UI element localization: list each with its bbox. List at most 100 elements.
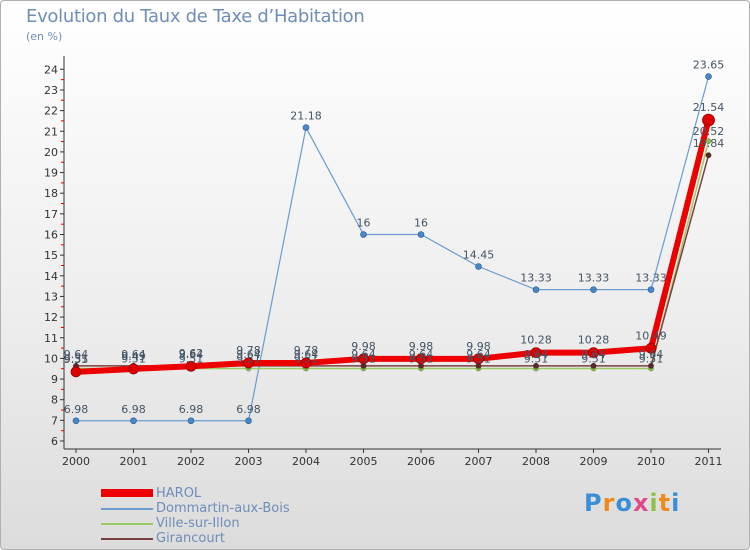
data-label-ville-sur-illon: 9.51 <box>294 353 319 366</box>
legend-label-harol: HAROL <box>156 486 202 501</box>
logo-letter: P <box>584 489 603 517</box>
y-tick-label: 23 <box>44 84 58 97</box>
legend-label-dommartin: Dommartin-aux-Bois <box>156 501 290 516</box>
legend-item-girancourt: Girancourt <box>101 531 361 546</box>
series-line-dommartin <box>76 76 710 422</box>
data-label-girancourt: 9.64 <box>581 348 606 361</box>
data-label-ville-sur-illon: 20.52 <box>693 125 725 138</box>
y-tick-label: 10 <box>44 352 58 365</box>
point-harol <box>473 353 484 365</box>
data-label-harol: 10.49 <box>635 329 667 342</box>
point-dommartin <box>302 124 310 131</box>
data-label-ville-sur-illon: 9.51 <box>236 353 261 366</box>
y-tick-label: 11 <box>44 332 58 345</box>
y-tick-label: 15 <box>44 249 58 262</box>
y-tick-label: 24 <box>44 63 58 76</box>
point-dommartin <box>590 286 597 293</box>
data-label-harol: 9.49 <box>121 350 146 363</box>
y-tick-label: 20 <box>44 146 58 159</box>
data-label-dommartin: 13.33 <box>635 272 667 285</box>
data-label-ville-sur-illon: 9.51 <box>121 353 146 366</box>
data-label-girancourt: 9.64 <box>179 348 204 361</box>
y-tick-label: 17 <box>44 208 58 221</box>
x-tick-label: 2011 <box>695 455 723 468</box>
point-dommartin <box>705 73 712 80</box>
proxiti-logo: Proxiti <box>584 489 680 517</box>
point-ville-sur-illon <box>705 138 712 145</box>
logo-letter: t <box>658 489 672 517</box>
y-tick-label: 18 <box>44 187 58 200</box>
data-label-dommartin: 14.45 <box>463 249 495 262</box>
data-label-dommartin: 13.33 <box>520 272 552 285</box>
legend-swatch-ville <box>101 523 153 525</box>
data-label-girancourt: 9.64 <box>466 348 491 361</box>
data-label-girancourt: 9.64 <box>639 348 664 361</box>
data-label-harol: 21.54 <box>693 101 725 114</box>
legend-swatch-girancourt <box>101 538 153 540</box>
point-dommartin <box>360 231 367 238</box>
data-label-harol: 9.78 <box>294 344 319 357</box>
series-line-harol <box>75 119 712 375</box>
x-tick-label: 2009 <box>580 455 608 468</box>
data-label-harol: 9.98 <box>466 340 491 353</box>
legend-item-dommartin: Dommartin-aux-Bois <box>101 501 361 516</box>
data-label-ville-sur-illon: 9.51 <box>179 353 204 366</box>
data-label-girancourt: 9.64 <box>351 348 376 361</box>
data-label-harol: 10.28 <box>520 334 552 347</box>
legend-label-girancourt: Girancourt <box>156 531 226 546</box>
data-label-dommartin: 13.33 <box>578 272 610 285</box>
data-label-ville-sur-illon: 9.51 <box>466 353 491 366</box>
legend-swatch-dommartin <box>101 508 153 510</box>
point-harol <box>300 357 312 369</box>
point-dommartin <box>417 231 425 238</box>
data-label-dommartin: 6.98 <box>179 403 204 416</box>
data-label-girancourt: 19.84 <box>693 137 725 150</box>
point-harol <box>702 113 715 127</box>
y-unit-label: (en %) <box>26 30 63 43</box>
data-label-dommartin: 6.98 <box>64 403 89 416</box>
data-label-girancourt: 9.64 <box>409 348 434 361</box>
data-label-ville-sur-illon: 9.51 <box>351 353 376 366</box>
point-harol <box>358 353 369 365</box>
legend-item-ville: Ville-sur-Illon <box>101 516 361 531</box>
y-tick-label: 21 <box>44 125 58 138</box>
point-dommartin <box>647 286 655 293</box>
logo-letter: i <box>649 489 659 517</box>
data-label-dommartin: 23.65 <box>693 59 725 72</box>
point-dommartin <box>187 417 195 425</box>
data-label-harol: 9.78 <box>236 344 261 357</box>
y-tick-label: 16 <box>44 229 58 242</box>
data-label-girancourt: 9.64 <box>294 348 319 361</box>
legend-label-ville: Ville-sur-Illon <box>156 516 240 531</box>
data-label-ville-sur-illon: 9.51 <box>524 353 549 366</box>
x-tick-label: 2007 <box>465 455 493 468</box>
y-tick-label: 8 <box>51 394 58 407</box>
data-label-harol: 9.35 <box>64 353 89 366</box>
x-tick-label: 2001 <box>120 455 148 468</box>
data-label-girancourt: 9.64 <box>236 348 261 361</box>
point-harol <box>588 347 599 359</box>
y-tick-label: 22 <box>44 105 58 118</box>
point-dommartin <box>475 263 482 270</box>
series-line-ville-sur-illon <box>76 140 710 370</box>
x-tick-label: 2010 <box>637 455 665 468</box>
y-tick-label: 7 <box>51 414 58 427</box>
point-harol <box>243 357 254 369</box>
legend: HAROL Dommartin-aux-Bois Ville-sur-Illon… <box>101 486 361 546</box>
data-label-dommartin: 6.98 <box>121 403 146 416</box>
data-label-dommartin: 6.98 <box>236 403 261 416</box>
data-label-dommartin: 16 <box>357 217 371 230</box>
x-tick-label: 2005 <box>350 455 378 468</box>
point-harol <box>530 347 542 359</box>
data-label-harol: 10.28 <box>578 334 610 347</box>
x-tick-label: 2000 <box>62 455 90 468</box>
data-label-girancourt: 9.64 <box>64 348 89 361</box>
x-tick-label: 2003 <box>235 455 263 468</box>
logo-letter: x <box>632 489 650 517</box>
point-dommartin <box>245 417 252 425</box>
point-dommartin <box>130 417 137 425</box>
data-label-harol: 9.98 <box>409 340 434 353</box>
x-tick-label: 2008 <box>522 455 550 468</box>
